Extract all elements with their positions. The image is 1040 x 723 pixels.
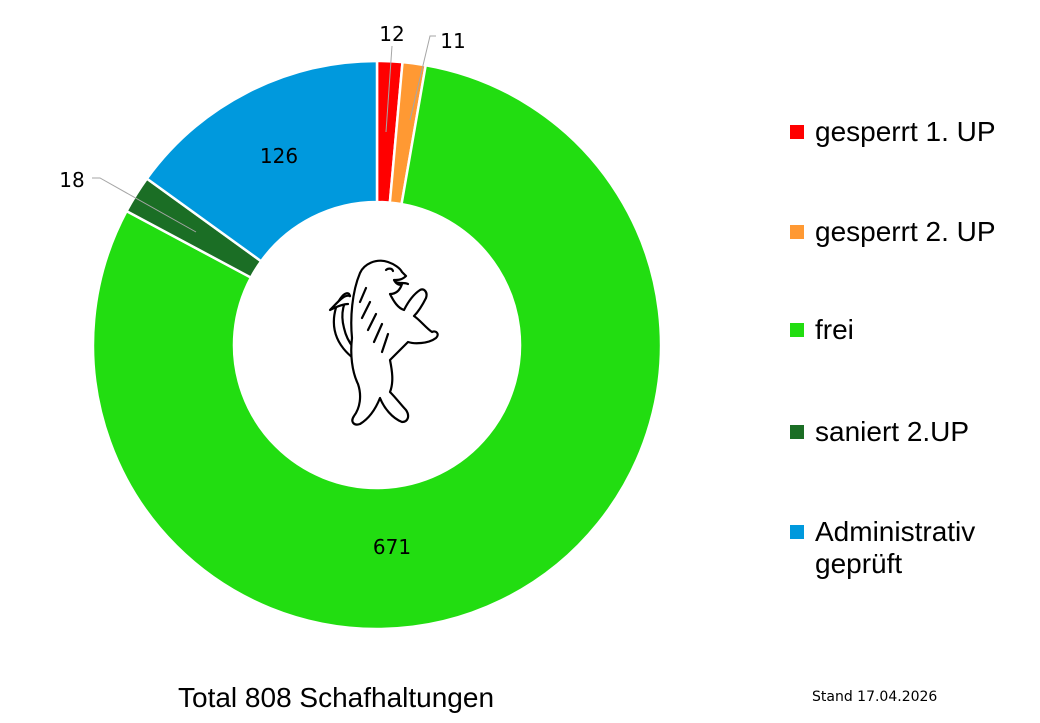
data-labels: 12 11 671 18 126 bbox=[59, 22, 465, 559]
legend-item-gesperrt-2-up: gesperrt 2. UP bbox=[790, 216, 996, 248]
lion-emblem-icon bbox=[328, 259, 439, 426]
data-label: 671 bbox=[373, 535, 411, 559]
leader-line bbox=[385, 45, 393, 133]
legend-label: frei bbox=[815, 314, 854, 345]
donut-slice-frei bbox=[91, 63, 663, 631]
leader-line bbox=[92, 177, 197, 233]
legend-swatch-red bbox=[790, 125, 804, 139]
legend-label: Administrativ geprüft bbox=[815, 516, 976, 579]
donut-slice-administrativ-gepr-ft bbox=[145, 59, 379, 263]
chart-total-title: Total 808 Schafhaltungen bbox=[178, 682, 495, 713]
legend-swatch-green bbox=[790, 323, 804, 337]
legend-swatch-blue bbox=[790, 525, 804, 539]
legend-label: gesperrt 1. UP bbox=[815, 116, 996, 147]
legend-swatch-orange bbox=[790, 225, 804, 239]
data-label: 18 bbox=[59, 168, 84, 192]
legend-item-gesperrt-1-up: gesperrt 1. UP bbox=[790, 116, 996, 148]
donut-slices bbox=[91, 59, 663, 631]
data-label: 12 bbox=[379, 22, 404, 46]
status-date: Stand 17.04.2026 bbox=[812, 689, 938, 705]
legend-label: saniert 2.UP bbox=[815, 416, 970, 447]
leader-lines bbox=[92, 35, 436, 233]
legend-item-saniert-2-up: saniert 2.UP bbox=[790, 416, 969, 448]
legend-label: gesperrt 2. UP bbox=[815, 216, 996, 247]
legend-item-administrativ-geprueft: Administrativ geprüft bbox=[790, 516, 975, 580]
data-label: 126 bbox=[260, 144, 298, 168]
data-label: 11 bbox=[440, 29, 465, 53]
legend-item-frei: frei bbox=[790, 314, 854, 346]
leader-line bbox=[409, 35, 436, 121]
legend-swatch-dark-green bbox=[790, 425, 804, 439]
